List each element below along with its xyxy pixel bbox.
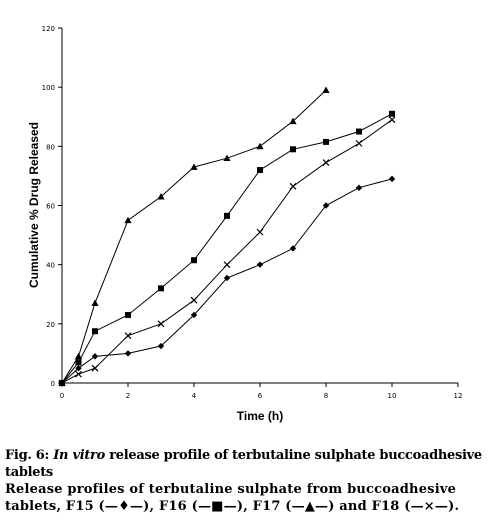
diamond-point [75,365,82,372]
caption-italic: In vitro [53,448,105,463]
cross-point [223,261,231,269]
diamond-point [388,175,396,183]
triangle-point [322,86,330,94]
caption-title-rest: release profile of terbutaline sulphate … [104,448,482,463]
y-tick-label: 20 [46,321,55,329]
square-point [92,328,98,335]
y-tick-label: 60 [46,203,55,211]
series-triangle [58,86,330,386]
x-tick-label: 6 [258,392,263,400]
cross-point [289,182,297,190]
y-tick-label: 40 [46,262,55,270]
caption-desc-line2: tablets, F15 (—♦—), F16 (—■—), F17 (—▲—)… [5,499,460,514]
diamond-point [256,261,264,268]
square-point [158,285,164,292]
y-tick-label: 100 [42,84,55,92]
diamond-point [289,245,297,252]
cross-point [355,139,363,147]
series-line-triangle [61,89,327,384]
cross-point [256,228,264,236]
cross-point [124,332,132,340]
diamond-point [157,342,165,350]
square-point [290,146,296,153]
series-line-square [61,113,393,384]
diamond-point [91,353,99,360]
x-tick-label: 4 [192,392,197,400]
y-tick-label: 0 [51,380,55,388]
triangle-point [91,299,99,307]
series-line-cross [61,119,393,384]
diamond-point [124,350,132,357]
x-tick-label: 2 [126,392,130,400]
square-point [191,257,197,264]
triangle-point [289,117,297,125]
x-tick-label: 10 [388,392,397,400]
triangle-point [124,216,132,224]
figure-caption: Fig. 6: In vitro release profile of terb… [5,447,495,515]
caption-fig-prefix: Fig. 6: [5,448,54,463]
series-line-diamond [61,178,393,384]
diamond-point [322,202,330,209]
square-point [125,311,131,318]
square-point [389,110,395,117]
square-point [323,138,329,145]
square-point [224,212,230,219]
triangle-point [223,154,231,162]
cross-point [91,364,99,372]
cross-point [75,370,82,378]
square-point [75,359,82,366]
caption-title-line2: tablets [5,465,53,480]
x-tick-label: 0 [60,392,64,400]
diamond-point [223,274,231,282]
diamond-point [190,311,198,319]
cross-point [322,159,330,167]
y-tick-label: 80 [46,143,55,151]
y-axis-title: Cumulative % Drug Released [27,122,41,288]
triangle-point [157,193,165,200]
series-square [59,110,395,386]
cross-point [157,320,165,328]
square-point [257,167,263,173]
series-cross [58,116,396,387]
caption-desc-line1: Release profiles of terbutaline sulphate… [5,482,457,497]
cross-point [190,296,198,304]
diamond-point [355,184,363,191]
series-layer [58,86,396,387]
x-tick-label: 8 [324,392,328,400]
x-axis-title: Time (h) [237,409,283,423]
x-tick-label: 12 [454,392,463,400]
y-tick-label: 120 [42,25,55,33]
caption-title-line1: Fig. 6: In vitro release profile of terb… [5,447,495,464]
square-point [356,128,362,135]
triangle-point [74,352,83,360]
cross-point [58,379,66,387]
cross-point [388,116,396,124]
triangle-point [256,142,264,150]
triangle-point [190,163,198,170]
